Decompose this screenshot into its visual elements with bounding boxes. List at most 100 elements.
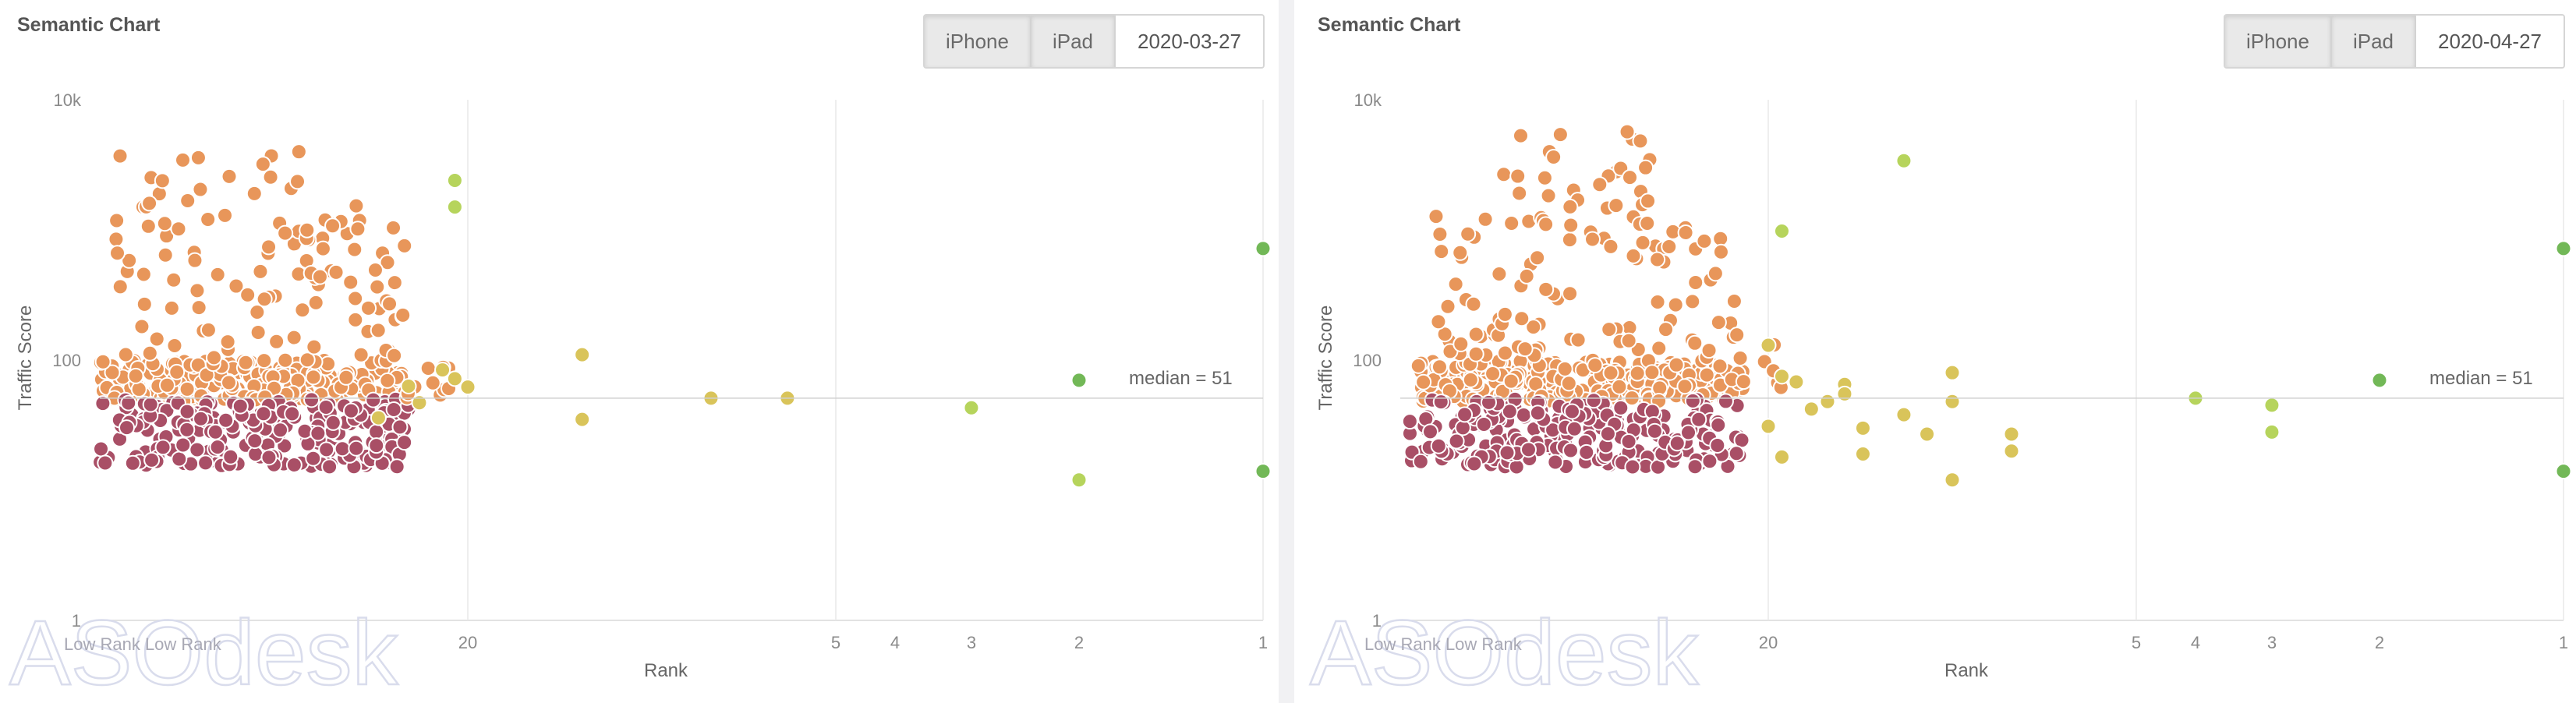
data-point[interactable] xyxy=(1529,249,1546,267)
data-point[interactable] xyxy=(1622,169,1639,186)
data-point[interactable] xyxy=(108,231,125,248)
data-point[interactable] xyxy=(158,376,175,394)
data-point[interactable] xyxy=(1501,403,1518,420)
data-point[interactable] xyxy=(1513,310,1530,327)
data-point[interactable] xyxy=(1707,265,1724,282)
data-point[interactable] xyxy=(111,278,129,295)
data-point[interactable] xyxy=(1562,198,1579,215)
data-point[interactable] xyxy=(1511,185,1528,202)
data-point[interactable] xyxy=(189,441,206,458)
data-point[interactable] xyxy=(140,217,157,235)
data-point[interactable] xyxy=(1625,247,1642,264)
data-point[interactable] xyxy=(133,318,150,335)
data-point[interactable] xyxy=(1684,293,1701,310)
data-point[interactable] xyxy=(285,457,303,474)
data-point[interactable] xyxy=(222,448,239,465)
data-point[interactable] xyxy=(170,221,187,238)
data-point[interactable] xyxy=(163,299,180,316)
data-point[interactable] xyxy=(1537,281,1555,298)
data-point[interactable] xyxy=(1448,433,1465,450)
data-point[interactable] xyxy=(1944,393,1961,410)
data-point[interactable] xyxy=(1536,169,1553,186)
data-point[interactable] xyxy=(1453,335,1470,352)
data-point[interactable] xyxy=(1431,359,1448,376)
data-point[interactable] xyxy=(1728,445,1745,462)
data-point[interactable] xyxy=(166,337,183,355)
data-point[interactable] xyxy=(342,402,359,419)
data-point[interactable] xyxy=(1667,296,1684,313)
data-point[interactable] xyxy=(1415,373,1432,390)
data-point[interactable] xyxy=(1687,274,1704,291)
data-point[interactable] xyxy=(207,423,224,440)
data-point[interactable] xyxy=(296,422,313,440)
data-point[interactable] xyxy=(318,441,335,458)
data-point[interactable] xyxy=(1254,463,1272,480)
data-point[interactable] xyxy=(391,419,409,436)
data-point[interactable] xyxy=(1634,234,1651,251)
data-point[interactable] xyxy=(221,168,238,185)
data-point[interactable] xyxy=(1854,419,1871,436)
data-point[interactable] xyxy=(1433,243,1450,260)
data-point[interactable] xyxy=(1646,422,1663,440)
data-point[interactable] xyxy=(400,378,417,395)
data-point[interactable] xyxy=(1460,225,1477,242)
data-point[interactable] xyxy=(168,363,186,380)
data-point[interactable] xyxy=(1676,378,1693,395)
data-point[interactable] xyxy=(1661,238,1678,255)
data-point[interactable] xyxy=(305,369,322,386)
data-point[interactable] xyxy=(1562,217,1580,234)
data-point[interactable] xyxy=(252,263,269,280)
data-point[interactable] xyxy=(2555,463,2572,480)
data-point[interactable] xyxy=(1491,266,1508,283)
data-point[interactable] xyxy=(370,409,387,426)
data-point[interactable] xyxy=(237,354,254,371)
data-point[interactable] xyxy=(1452,244,1469,261)
data-point[interactable] xyxy=(317,398,334,415)
data-point[interactable] xyxy=(1520,441,1537,458)
data-point[interactable] xyxy=(142,396,159,413)
data-point[interactable] xyxy=(289,173,306,190)
data-point[interactable] xyxy=(306,338,323,355)
data-point[interactable] xyxy=(1819,393,1836,410)
data-point[interactable] xyxy=(381,295,398,313)
data-point[interactable] xyxy=(200,211,217,228)
data-point[interactable] xyxy=(284,405,301,422)
data-point[interactable] xyxy=(299,352,316,369)
data-point[interactable] xyxy=(94,353,111,370)
data-point[interactable] xyxy=(1587,357,1604,374)
data-point[interactable] xyxy=(93,440,110,457)
data-point[interactable] xyxy=(109,245,126,262)
data-point[interactable] xyxy=(1701,453,1718,470)
data-point[interactable] xyxy=(434,362,451,379)
data-point[interactable] xyxy=(272,422,289,439)
data-point[interactable] xyxy=(1477,210,1494,228)
data-point[interactable] xyxy=(324,414,341,431)
data-point[interactable] xyxy=(1447,276,1464,293)
data-point[interactable] xyxy=(1556,360,1573,377)
data-point[interactable] xyxy=(321,458,338,475)
data-point[interactable] xyxy=(1552,126,1569,143)
data-point[interactable] xyxy=(314,240,331,257)
data-point[interactable] xyxy=(1070,472,1088,489)
data-point[interactable] xyxy=(1710,416,1727,433)
data-point[interactable] xyxy=(135,266,152,283)
data-point[interactable] xyxy=(370,322,387,339)
ipad-button[interactable]: iPad xyxy=(2331,16,2416,67)
data-point[interactable] xyxy=(254,156,271,173)
data-point[interactable] xyxy=(1497,344,1514,362)
data-point[interactable] xyxy=(205,349,222,366)
data-point[interactable] xyxy=(1668,356,1685,373)
data-point[interactable] xyxy=(1466,455,1483,472)
data-point[interactable] xyxy=(1475,415,1492,433)
data-point[interactable] xyxy=(1710,314,1727,331)
data-point[interactable] xyxy=(277,224,294,242)
data-point[interactable] xyxy=(1515,406,1532,423)
data-point[interactable] xyxy=(1439,298,1456,315)
data-point[interactable] xyxy=(1803,401,1820,418)
data-point[interactable] xyxy=(1430,437,1447,454)
data-point[interactable] xyxy=(1709,436,1726,454)
data-point[interactable] xyxy=(1700,342,1718,359)
data-point[interactable] xyxy=(260,238,278,256)
data-point[interactable] xyxy=(1422,423,1439,440)
data-point[interactable] xyxy=(192,181,209,198)
